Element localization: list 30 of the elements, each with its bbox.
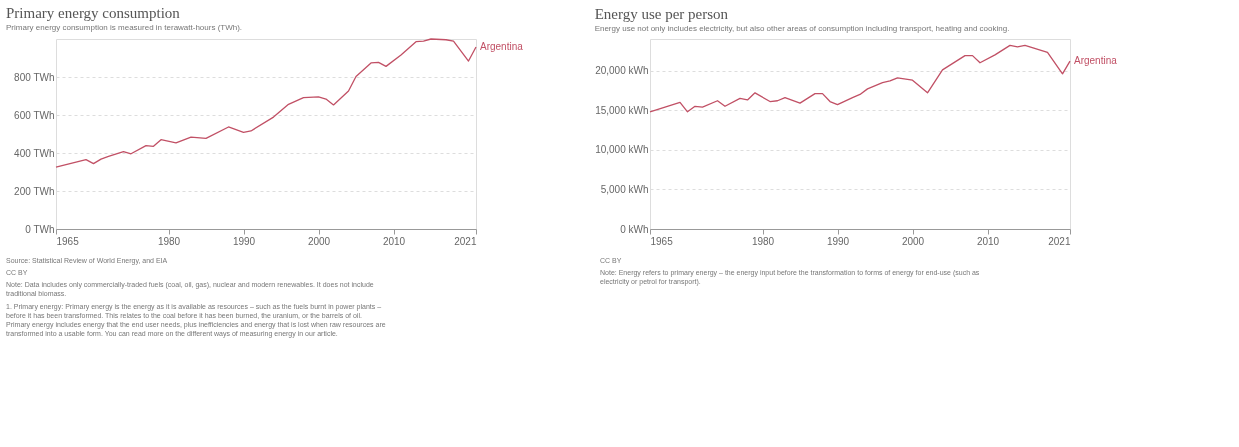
- y-tick-label: 10,000 kWh: [595, 144, 649, 156]
- series-label: Argentina: [480, 40, 524, 52]
- x-tick-label: 2000: [307, 235, 331, 247]
- y-tick-label: 400 TWh: [14, 147, 55, 159]
- line-series: [649, 44, 1071, 113]
- y-tick-label: 15,000 kWh: [595, 104, 649, 116]
- chart-title: Primary energy consumption: [6, 5, 181, 22]
- x-tick-label: 2021: [1048, 235, 1071, 247]
- x-tick-label: 1980: [157, 235, 181, 247]
- chart-subtitle: Primary energy consumption is measured in terawatt-hours (TWh).: [6, 23, 243, 33]
- x-tick-label: 2010: [976, 235, 1000, 247]
- y-tick-label: 200 TWh: [14, 185, 55, 197]
- y-tick-label: 800 TWh: [14, 71, 55, 83]
- y-tick-label: 0 kWh: [620, 223, 649, 235]
- y-tick-label: 0 TWh: [25, 223, 55, 235]
- x-tick-label: 1980: [751, 235, 775, 247]
- series-label: Argentina: [1074, 55, 1118, 67]
- y-tick-label: 5,000 kWh: [600, 183, 649, 195]
- x-tick-label: 1965: [56, 235, 80, 247]
- x-tick-label: 1990: [232, 235, 256, 247]
- y-tick-label: 20,000 kWh: [595, 65, 649, 77]
- x-tick-label: 2000: [901, 235, 925, 247]
- chart-subtitle: Energy use not only includes electricity, but also other areas of consumption including transport, heating and cooking.: [594, 24, 1010, 33]
- chart-title: Energy use per person: [594, 6, 729, 22]
- x-tick-label: 2010: [382, 235, 406, 247]
- x-tick-label: 1965: [650, 235, 674, 247]
- y-tick-label: 600 TWh: [14, 109, 55, 121]
- line-series: [55, 38, 477, 168]
- x-tick-label: 2021: [454, 235, 477, 247]
- x-tick-label: 1990: [826, 235, 850, 247]
